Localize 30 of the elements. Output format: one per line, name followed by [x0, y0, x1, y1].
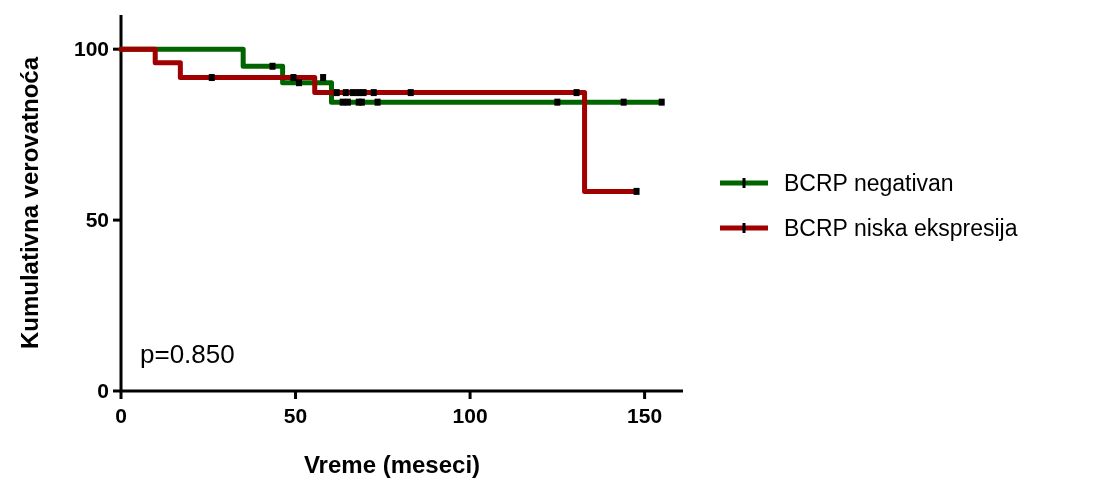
point: [333, 89, 340, 97]
point: [370, 89, 377, 97]
point: [344, 98, 351, 106]
point: [296, 79, 303, 87]
x-axis-title: Vreme (meseci): [303, 451, 481, 478]
x-tick-label: 0: [115, 404, 127, 427]
y-tick-label: 0: [97, 379, 109, 402]
point: [633, 187, 640, 195]
point: [290, 74, 297, 82]
point: [374, 98, 381, 106]
y-tick-label: 50: [85, 208, 109, 232]
point: [554, 98, 561, 106]
point: [658, 98, 665, 106]
legend-label: BCRP niska ekspresija: [784, 215, 1018, 241]
y-tick-label: 100: [73, 37, 109, 61]
point: [269, 62, 276, 70]
y-axis-title: Kumulativna verovatnoća: [16, 56, 43, 350]
point: [208, 74, 215, 82]
point: [360, 89, 367, 97]
point: [320, 74, 327, 82]
annotation: p=0.850: [140, 339, 235, 369]
point: [407, 89, 414, 97]
x-tick-label: 50: [283, 404, 308, 427]
point: [355, 89, 362, 97]
legend-label: BCRP negativan: [784, 170, 954, 196]
point: [342, 89, 349, 97]
point: [620, 98, 627, 106]
point: [573, 89, 580, 97]
x-tick-label: 150: [627, 404, 663, 427]
x-tick-label: 100: [452, 404, 488, 427]
